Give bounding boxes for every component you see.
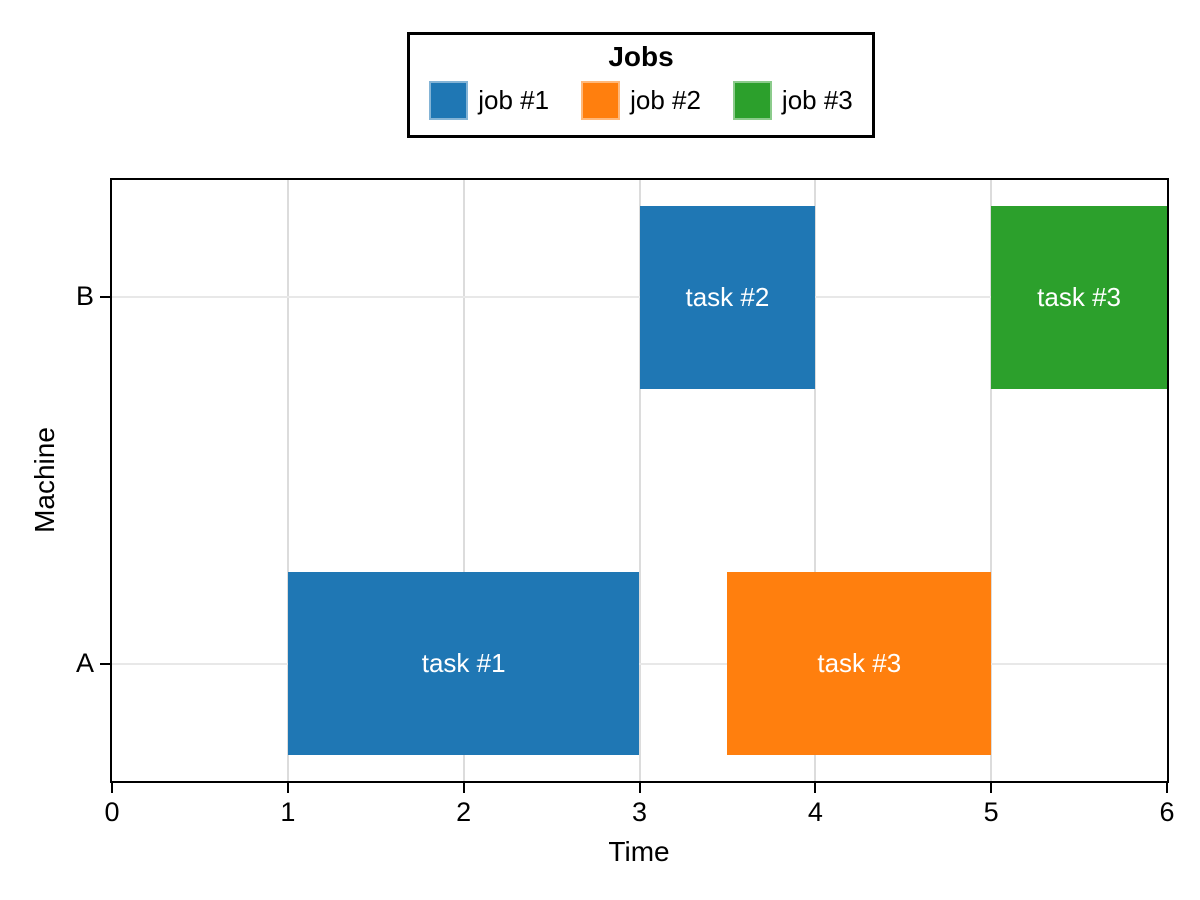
gantt-bar-task-1: task #1 (287, 572, 640, 756)
legend-item-3: job #3 (732, 81, 853, 120)
legend-item-label: job #1 (478, 85, 550, 115)
bar-label: task #3 (1037, 281, 1121, 312)
gridline-vertical (462, 180, 465, 781)
gantt-bar-task-3: task #3 (991, 205, 1167, 389)
bar-label: task #2 (685, 281, 770, 312)
legend-item-2: job #2 (581, 81, 701, 120)
x-tick-mark (286, 783, 289, 793)
legend-item-label: job #3 (781, 85, 853, 115)
legend-swatch-icon (429, 81, 469, 120)
x-tick-mark (1166, 783, 1168, 793)
x-tick-label: 6 (1159, 797, 1175, 827)
legend: Jobs job #1 job #2 job #3 (407, 32, 875, 138)
legend-title: Jobs (608, 41, 674, 72)
gantt-bar-task-3: task #3 (727, 572, 992, 756)
legend-swatch-icon (732, 81, 772, 120)
bar-label: task #1 (421, 648, 506, 679)
gridline-vertical (814, 180, 817, 781)
y-tick-mark (100, 296, 110, 299)
x-tick-label: 4 (807, 797, 823, 827)
legend-item-label: job #2 (630, 85, 701, 115)
gridline-vertical (638, 180, 641, 781)
y-axis-label: Machine (29, 427, 60, 533)
x-tick-mark (462, 783, 465, 793)
x-tick-label: 5 (983, 797, 999, 827)
y-tick-mark (100, 662, 110, 665)
x-tick-label: 3 (631, 797, 648, 827)
legend-swatch-icon (581, 81, 621, 120)
bar-label: task #3 (817, 648, 902, 679)
x-tick-label: 1 (280, 797, 296, 827)
gridline-vertical (286, 180, 289, 781)
y-tick-label: A (75, 647, 94, 678)
x-tick-label: 0 (104, 797, 120, 827)
gridline-vertical (990, 180, 993, 781)
x-tick-label: 2 (456, 797, 472, 827)
legend-item-1: job #1 (429, 81, 549, 120)
x-tick-mark (111, 783, 113, 793)
y-tick-label: B (75, 281, 94, 312)
x-tick-mark (638, 783, 641, 793)
x-tick-mark (814, 783, 817, 793)
legend-items: job #1 job #2 job #3 (410, 81, 872, 120)
x-tick-mark (990, 783, 993, 793)
x-axis-label: Time (608, 836, 670, 867)
gantt-bar-task-2: task #2 (639, 205, 816, 389)
gridline-horizontal (112, 662, 1167, 665)
